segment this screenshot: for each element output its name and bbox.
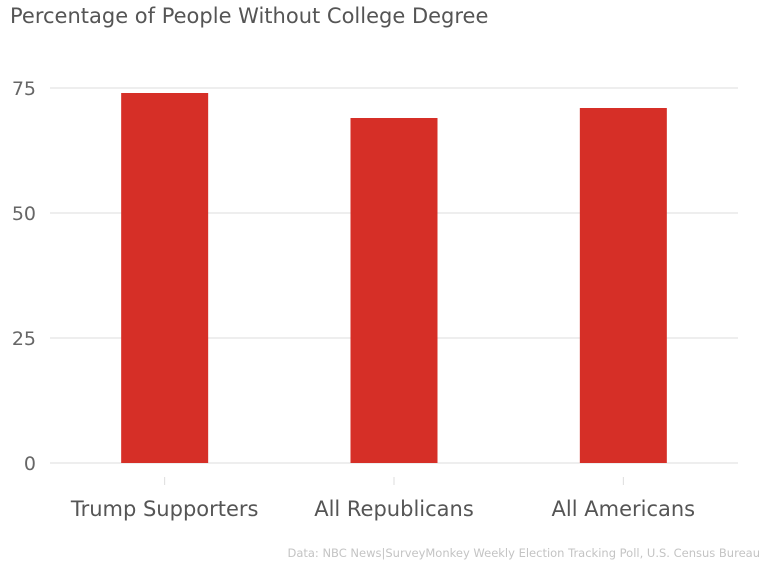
x-category-label: All Americans: [552, 497, 696, 521]
bar-trump-supporters: [121, 93, 209, 463]
x-category-label: Trump Supporters: [70, 497, 259, 521]
x-category-label: All Republicans: [314, 497, 474, 521]
bar-all-republicans: [350, 118, 438, 463]
y-tick-label: 25: [12, 328, 36, 350]
bar-all-americans: [579, 108, 667, 463]
y-axis: 0 25 50 75: [12, 78, 36, 475]
source-note: Data: NBC News|SurveyMonkey Weekly Elect…: [287, 546, 760, 560]
bars: [121, 93, 667, 463]
chart-title: Percentage of People Without College Deg…: [10, 4, 489, 28]
x-axis: Trump Supporters All Republicans All Ameri…: [70, 477, 695, 521]
y-tick-label: 50: [12, 203, 36, 225]
y-tick-label: 75: [12, 78, 36, 100]
y-tick-label: 0: [24, 453, 36, 475]
